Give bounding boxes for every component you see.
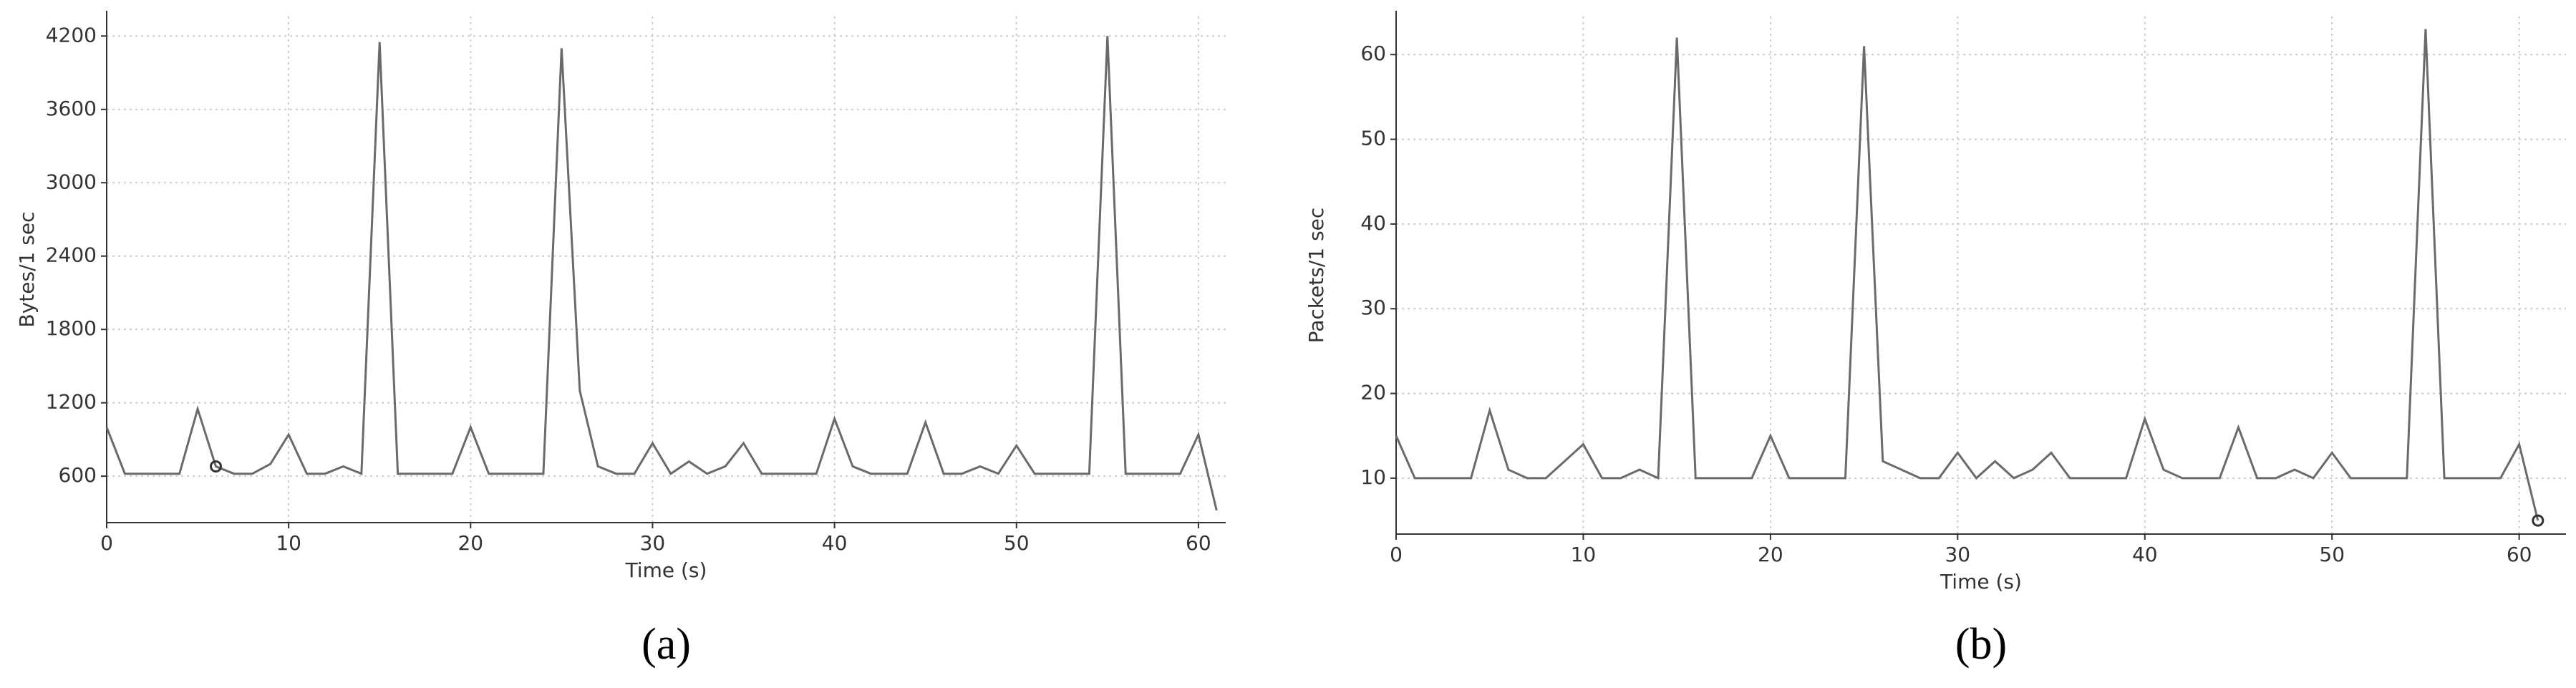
x-tick-label: 0 <box>100 531 113 555</box>
x-tick-label: 30 <box>1945 543 1970 566</box>
x-tick-label: 40 <box>2132 543 2158 566</box>
x-tick-label: 30 <box>640 531 666 555</box>
y-axis-label: Bytes/1 sec <box>15 212 39 328</box>
y-axis-label: Packets/1 sec <box>1304 208 1328 344</box>
x-tick-label: 50 <box>1004 531 1030 555</box>
x-tick-label: 20 <box>1758 543 1783 566</box>
x-tick-label: 60 <box>1186 531 1211 555</box>
point-marker <box>2532 514 2544 527</box>
y-tick-label: 10 <box>1360 465 1386 489</box>
caption: (a) <box>641 620 691 669</box>
x-tick-label: 60 <box>2507 543 2532 566</box>
y-tick-label: 600 <box>59 463 97 487</box>
y-tick-label: 2400 <box>46 243 97 267</box>
y-tick-label: 1800 <box>46 316 97 340</box>
y-tick-label: 4200 <box>46 23 97 47</box>
x-tick-label: 40 <box>822 531 848 555</box>
y-tick-label: 60 <box>1360 42 1386 65</box>
x-axis-label: Time (s) <box>1940 570 2022 593</box>
x-tick-label: 10 <box>276 531 301 555</box>
y-tick-label: 3600 <box>46 97 97 120</box>
point-marker <box>209 460 222 473</box>
x-tick-label: 10 <box>1571 543 1597 566</box>
x-tick-label: 20 <box>457 531 483 555</box>
x-tick-label: 0 <box>1390 543 1403 566</box>
data-line <box>105 36 1218 511</box>
y-tick-label: 40 <box>1360 211 1386 235</box>
y-tick-label: 30 <box>1360 296 1386 319</box>
caption: (b) <box>1955 620 2007 669</box>
y-tick-label: 50 <box>1360 127 1386 150</box>
data-line <box>1395 29 2539 521</box>
x-axis-label: Time (s) <box>625 558 707 582</box>
x-tick-label: 50 <box>2319 543 2345 566</box>
y-tick-label: 20 <box>1360 381 1386 404</box>
y-tick-label: 1200 <box>46 390 97 414</box>
y-tick-label: 3000 <box>46 170 97 193</box>
